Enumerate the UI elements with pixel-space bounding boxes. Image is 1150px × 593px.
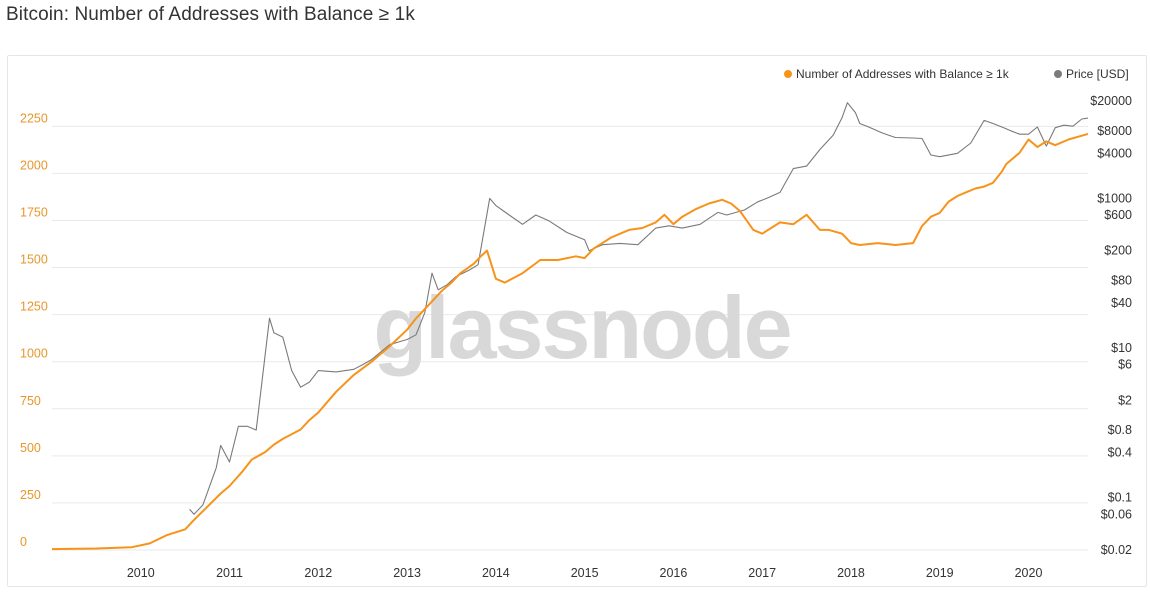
legend[interactable]: Number of Addresses with Balance ≥ 1k Pri… [784, 67, 1129, 81]
chart-panel: glassnode 0 250 500 750 1000 1250 1500 1750 2000… [7, 55, 1147, 587]
x-tick-label: 2018 [837, 566, 865, 580]
x-axis: 2010 2011 2012 2013 2014 2015 2016 2017 2018 2019… [127, 566, 1043, 580]
y-left-tick-label: 2250 [20, 111, 48, 125]
y-right-tick-label: $1000 [1097, 191, 1132, 205]
y-left-tick-label: 750 [20, 394, 41, 408]
y-right-tick-label: $200 [1104, 244, 1132, 258]
legend-swatch [1054, 70, 1062, 78]
price-series [189, 102, 1089, 515]
y-left-tick-label: 500 [20, 441, 41, 455]
addresses-line [51, 132, 1089, 551]
y-right-tick-label: $80 [1111, 273, 1132, 287]
legend-label: Number of Addresses with Balance ≥ 1k [796, 67, 1010, 81]
legend-entry[interactable]: Number of Addresses with Balance ≥ 1k [784, 67, 1010, 81]
x-tick-label: 2016 [660, 566, 688, 580]
y-right-tick-label: $0.4 [1108, 446, 1132, 460]
y-right-tick-label: $0.8 [1108, 423, 1132, 437]
y-right-tick-label: $4000 [1097, 146, 1132, 160]
gridlines [52, 125, 1088, 551]
x-tick-label: 2011 [216, 566, 243, 580]
y-right-tick-label: $0.06 [1101, 507, 1132, 521]
y-left-tick-label: 1250 [20, 300, 48, 314]
x-tick-label: 2010 [127, 566, 155, 580]
watermark: glassnode [373, 278, 790, 377]
legend-entry[interactable]: Price [USD] [1054, 67, 1129, 81]
y-axis-left: 0 250 500 750 1000 1250 1500 1750 2000 2250 [20, 111, 48, 549]
y-right-tick-label: $600 [1104, 208, 1132, 222]
y-right-tick-label: $0.02 [1101, 543, 1132, 557]
legend-swatch [784, 70, 792, 78]
y-right-tick-label: $10 [1111, 341, 1132, 355]
x-tick-label: 2013 [393, 566, 421, 580]
y-left-tick-label: 1750 [20, 205, 48, 219]
y-left-tick-label: 0 [20, 535, 27, 549]
chart-title: Bitcoin: Number of Addresses with Balanc… [6, 4, 415, 25]
x-tick-label: 2019 [926, 566, 954, 580]
y-axis-right: $0.02 $0.06 $0.1 $0.4 $0.8 $2 $6 $10 $40 $80 $200 $… [1090, 94, 1132, 557]
x-tick-label: 2017 [748, 566, 776, 580]
y-right-tick-label: $6 [1118, 358, 1132, 372]
y-right-tick-label: $0.1 [1108, 491, 1132, 505]
y-left-tick-label: 1000 [20, 347, 48, 361]
x-tick-label: 2014 [482, 566, 510, 580]
y-left-tick-label: 2000 [20, 158, 48, 172]
addresses-series [51, 132, 1089, 551]
y-right-tick-label: $2 [1118, 393, 1132, 407]
x-tick-label: 2012 [304, 566, 332, 580]
y-left-tick-label: 250 [20, 488, 41, 502]
x-tick-label: 2020 [1015, 566, 1043, 580]
y-right-tick-label: $8000 [1097, 124, 1132, 138]
y-right-tick-label: $20000 [1090, 94, 1132, 108]
x-tick-label: 2015 [571, 566, 599, 580]
legend-label: Price [USD] [1066, 67, 1129, 81]
price-line [189, 102, 1089, 515]
chart-svg: glassnode 0 250 500 750 1000 1250 1500 1750 2000… [20, 67, 1132, 580]
y-left-tick-label: 1500 [20, 253, 48, 267]
y-right-tick-label: $40 [1111, 296, 1132, 310]
